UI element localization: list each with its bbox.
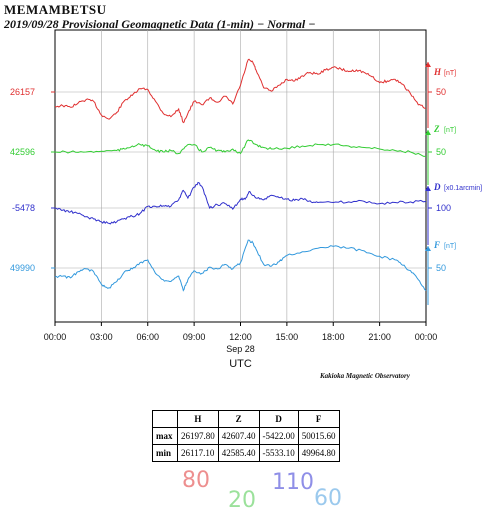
handwritten-note-d: 110 [272, 470, 314, 495]
stats-cell: 42585.40 [217, 444, 260, 462]
stats-cell: 26117.10 [177, 444, 219, 462]
x-tick-label: 21:00 [368, 332, 391, 342]
stats-cell: 26197.80 [177, 427, 219, 445]
stats-header-d: D [258, 410, 299, 428]
right-scale-arrow [425, 62, 431, 67]
series-name: Z [433, 124, 440, 134]
observatory-credit: Kakioka Magnetic Observatory [320, 372, 410, 380]
station-title: MEMAMBETSU [4, 2, 107, 17]
handwritten-note-h: 80 [182, 468, 210, 493]
chart-subtitle: 2019/09/28 Provisional Geomagnetic Data … [4, 17, 316, 31]
stats-table: H Z D F max 26197.80 42607.40 -5422.00 5… [152, 410, 340, 462]
stats-header-blank [152, 410, 178, 428]
series-line-h [54, 58, 427, 124]
stats-cell: min [152, 444, 178, 462]
series-left-label: 26157 [10, 87, 35, 97]
date-label: Sep 28 [226, 344, 255, 354]
series-line-f [54, 239, 427, 292]
series-right-scale: 50 [436, 263, 446, 273]
series-line-z [54, 139, 427, 157]
series-right-scale: 50 [436, 87, 446, 97]
stats-row-max: max 26197.80 42607.40 -5422.00 50015.60 [152, 427, 340, 445]
series-right-scale: 100 [436, 203, 451, 213]
series-left-label: -5478 [12, 203, 35, 213]
stats-cell: 42607.40 [217, 427, 260, 445]
series-unit: [nT] [444, 127, 456, 134]
x-tick-label: 09:00 [183, 332, 206, 342]
stats-header-h: H [177, 410, 219, 428]
series-name: F [433, 240, 440, 250]
x-tick-label: 06:00 [136, 332, 159, 342]
label-layer: 00:00 03:00 06:00 09:00 12:00 15:00 18:00 21:00… [10, 67, 482, 370]
series-name: H [433, 67, 442, 77]
stats-cell: -5533.10 [258, 444, 299, 462]
right-scale-arrow [425, 186, 431, 191]
stats-cell: 49964.80 [297, 444, 340, 462]
stats-header-row: H Z D F [152, 410, 340, 428]
x-tick-label: 18:00 [322, 332, 345, 342]
grid-layer [51, 29, 432, 326]
stats-cell: max [152, 427, 178, 445]
x-tick-label: 12:00 [229, 332, 252, 342]
x-axis-label: UTC [229, 358, 252, 370]
handwritten-note-z: 20 [228, 488, 256, 513]
stats-header-z: Z [217, 410, 260, 428]
series-unit: [nT] [444, 243, 456, 250]
stats-header-f: F [297, 410, 340, 428]
x-tick-label: 15:00 [276, 332, 299, 342]
handwritten-note-f: 60 [314, 486, 342, 511]
x-tick-label: 03:00 [90, 332, 113, 342]
stats-cell: -5422.00 [258, 427, 299, 445]
series-name: D [433, 182, 441, 192]
series-right-scale: 50 [436, 147, 446, 157]
right-scale-arrow [425, 130, 431, 135]
stats-cell: 50015.60 [297, 427, 340, 445]
stats-row-min: min 26117.10 42585.40 -5533.10 49964.80 [152, 444, 340, 462]
series-line-d [54, 181, 427, 225]
series-left-label: 49990 [10, 263, 35, 273]
series-left-label: 42596 [10, 147, 35, 157]
x-tick-label: 00:00 [44, 332, 67, 342]
series-unit: [nT] [444, 70, 456, 77]
series-layer [54, 58, 427, 292]
series-unit: [x0.1arcmin] [444, 185, 482, 192]
x-tick-label: 00:00 [415, 332, 438, 342]
right-scale-arrow [425, 246, 431, 251]
